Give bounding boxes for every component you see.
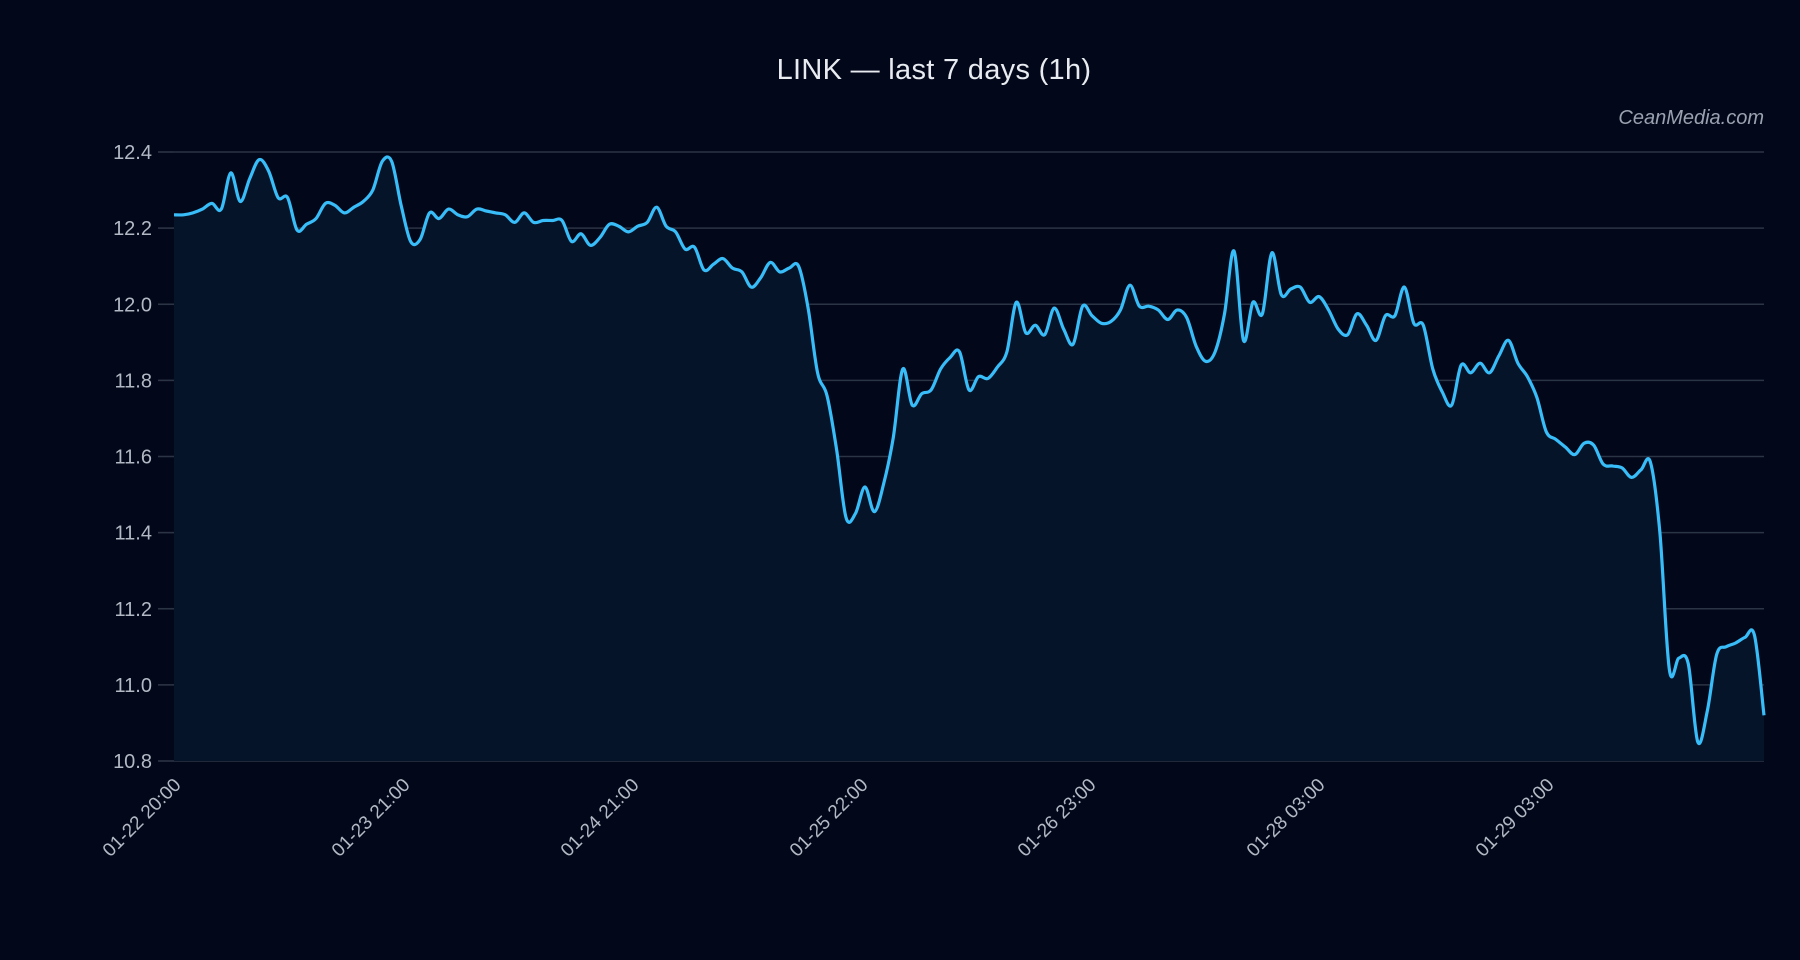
x-axis: 01-22 20:00 01-23 21:00 01-24 21:00 01-25 2… (99, 775, 1559, 862)
x-tick-label: 01-24 21:00 (557, 775, 644, 862)
y-tick-label: 11.4 (115, 523, 152, 545)
y-tick-label: 11.6 (115, 447, 152, 469)
y-axis: 12.4 12.2 12.0 11.8 11.6 11.4 11.2 11.0 10.8 (113, 142, 174, 773)
y-tick-label: 12.2 (113, 218, 152, 240)
y-tick-label: 10.8 (113, 751, 152, 773)
y-tick-label: 11.8 (115, 370, 152, 392)
price-line (173, 155, 1766, 746)
y-tick-label: 12.0 (113, 294, 152, 316)
x-tick-label: 01-29 03:00 (1472, 775, 1559, 862)
y-tick-label: 11.0 (115, 675, 152, 697)
area-fill (174, 156, 1764, 761)
watermark: CeanMedia.com (1618, 107, 1764, 129)
y-tick-label: 11.2 (115, 599, 152, 621)
x-tick-label: 01-25 22:00 (786, 775, 873, 862)
x-tick-label: 01-28 03:00 (1243, 775, 1330, 862)
chart-title: LINK — last 7 days (1h) (776, 54, 1092, 86)
x-tick-label: 01-22 20:00 (99, 775, 186, 862)
x-tick-label: 01-23 21:00 (328, 775, 415, 862)
x-tick-label: 01-26 23:00 (1014, 775, 1101, 862)
y-tick-label: 12.4 (113, 142, 152, 164)
